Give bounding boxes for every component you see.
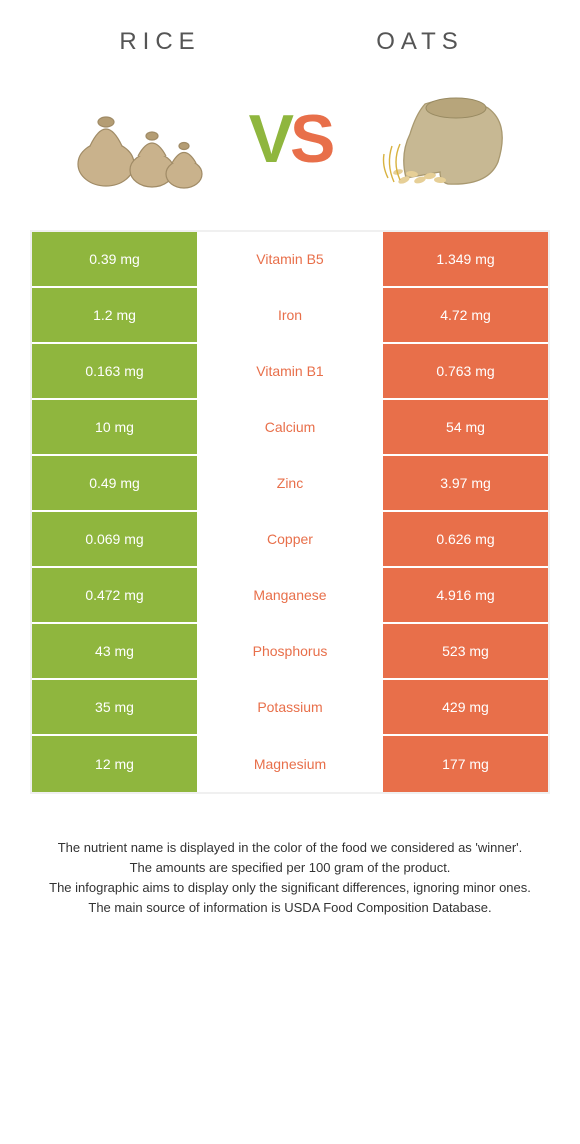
footer-notes: The nutrient name is displayed in the co… xyxy=(30,838,550,919)
value-left: 35 mg xyxy=(32,680,197,734)
footer-line: The amounts are specified per 100 gram o… xyxy=(36,858,544,878)
nutrient-label: Calcium xyxy=(197,400,383,454)
nutrient-label: Copper xyxy=(197,512,383,566)
value-right: 4.916 mg xyxy=(383,568,548,622)
table-row: 1.2 mgIron4.72 mg xyxy=(32,288,548,344)
value-left: 0.39 mg xyxy=(32,232,197,286)
footer-line: The infographic aims to display only the… xyxy=(36,878,544,898)
table-row: 43 mgPhosphorus523 mg xyxy=(32,624,548,680)
hero-row: VS xyxy=(30,84,550,194)
footer-line: The main source of information is USDA F… xyxy=(36,898,544,918)
nutrient-label: Vitamin B1 xyxy=(197,344,383,398)
table-row: 0.069 mgCopper0.626 mg xyxy=(32,512,548,568)
nutrient-label: Phosphorus xyxy=(197,624,383,678)
nutrient-label: Potassium xyxy=(197,680,383,734)
value-left: 0.069 mg xyxy=(32,512,197,566)
value-left: 0.472 mg xyxy=(32,568,197,622)
value-left: 10 mg xyxy=(32,400,197,454)
nutrient-label: Magnesium xyxy=(197,736,383,792)
infographic-page: RICE OATS VS xyxy=(0,0,580,959)
value-right: 4.72 mg xyxy=(383,288,548,342)
table-row: 0.49 mgZinc3.97 mg xyxy=(32,456,548,512)
vs-v: V xyxy=(249,101,290,177)
value-right: 54 mg xyxy=(383,400,548,454)
rice-bags-icon xyxy=(60,84,210,194)
nutrient-label: Vitamin B5 xyxy=(197,232,383,286)
food-left-image xyxy=(34,84,237,194)
value-left: 12 mg xyxy=(32,736,197,792)
table-row: 35 mgPotassium429 mg xyxy=(32,680,548,736)
vs-s: S xyxy=(290,101,331,177)
value-left: 0.49 mg xyxy=(32,456,197,510)
value-right: 1.349 mg xyxy=(383,232,548,286)
value-right: 523 mg xyxy=(383,624,548,678)
nutrient-table: 0.39 mgVitamin B51.349 mg1.2 mgIron4.72 … xyxy=(30,230,550,794)
footer-line: The nutrient name is displayed in the co… xyxy=(36,838,544,858)
title-row: RICE OATS xyxy=(30,28,550,56)
value-right: 3.97 mg xyxy=(383,456,548,510)
value-right: 177 mg xyxy=(383,736,548,792)
nutrient-label: Iron xyxy=(197,288,383,342)
table-row: 12 mgMagnesium177 mg xyxy=(32,736,548,792)
table-row: 0.472 mgManganese4.916 mg xyxy=(32,568,548,624)
nutrient-label: Zinc xyxy=(197,456,383,510)
table-row: 0.163 mgVitamin B10.763 mg xyxy=(32,344,548,400)
value-right: 0.626 mg xyxy=(383,512,548,566)
value-left: 43 mg xyxy=(32,624,197,678)
value-right: 429 mg xyxy=(383,680,548,734)
table-row: 10 mgCalcium54 mg xyxy=(32,400,548,456)
nutrient-label: Manganese xyxy=(197,568,383,622)
value-left: 1.2 mg xyxy=(32,288,197,342)
vs-label: VS xyxy=(237,100,344,178)
title-left: RICE xyxy=(30,28,290,56)
title-right: OATS xyxy=(290,28,550,56)
oats-sack-icon xyxy=(370,84,520,194)
food-right-image xyxy=(343,84,546,194)
table-row: 0.39 mgVitamin B51.349 mg xyxy=(32,232,548,288)
value-right: 0.763 mg xyxy=(383,344,548,398)
value-left: 0.163 mg xyxy=(32,344,197,398)
